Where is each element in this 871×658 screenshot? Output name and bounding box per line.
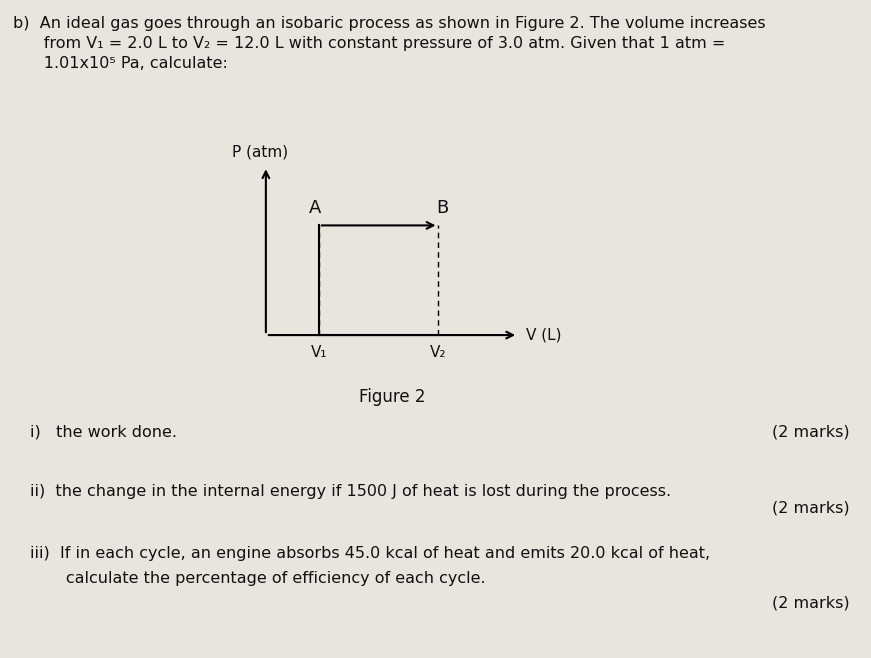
Text: V₂: V₂: [430, 345, 447, 360]
Text: B: B: [436, 199, 449, 217]
Text: iii)  If in each cycle, an engine absorbs 45.0 kcal of heat and emits 20.0 kcal : iii) If in each cycle, an engine absorbs…: [30, 546, 711, 561]
Text: A: A: [309, 199, 321, 217]
Text: (2 marks): (2 marks): [772, 424, 849, 440]
Text: ii)  the change in the internal energy if 1500 J of heat is lost during the proc: ii) the change in the internal energy if…: [30, 484, 672, 499]
Text: P (atm): P (atm): [233, 145, 288, 160]
Text: from V₁ = 2.0 L to V₂ = 12.0 L with constant pressure of 3.0 atm. Given that 1 a: from V₁ = 2.0 L to V₂ = 12.0 L with cons…: [13, 36, 726, 51]
Text: V₁: V₁: [311, 345, 327, 360]
Text: calculate the percentage of efficiency of each cycle.: calculate the percentage of efficiency o…: [30, 571, 486, 586]
Text: 1.01x10⁵ Pa, calculate:: 1.01x10⁵ Pa, calculate:: [13, 56, 228, 71]
Text: (2 marks): (2 marks): [772, 595, 849, 611]
Text: V (L): V (L): [526, 328, 562, 343]
Text: i)   the work done.: i) the work done.: [30, 424, 178, 440]
Text: (2 marks): (2 marks): [772, 500, 849, 515]
Text: Figure 2: Figure 2: [359, 388, 425, 406]
Text: b)  An ideal gas goes through an isobaric process as shown in Figure 2. The volu: b) An ideal gas goes through an isobaric…: [13, 16, 766, 32]
